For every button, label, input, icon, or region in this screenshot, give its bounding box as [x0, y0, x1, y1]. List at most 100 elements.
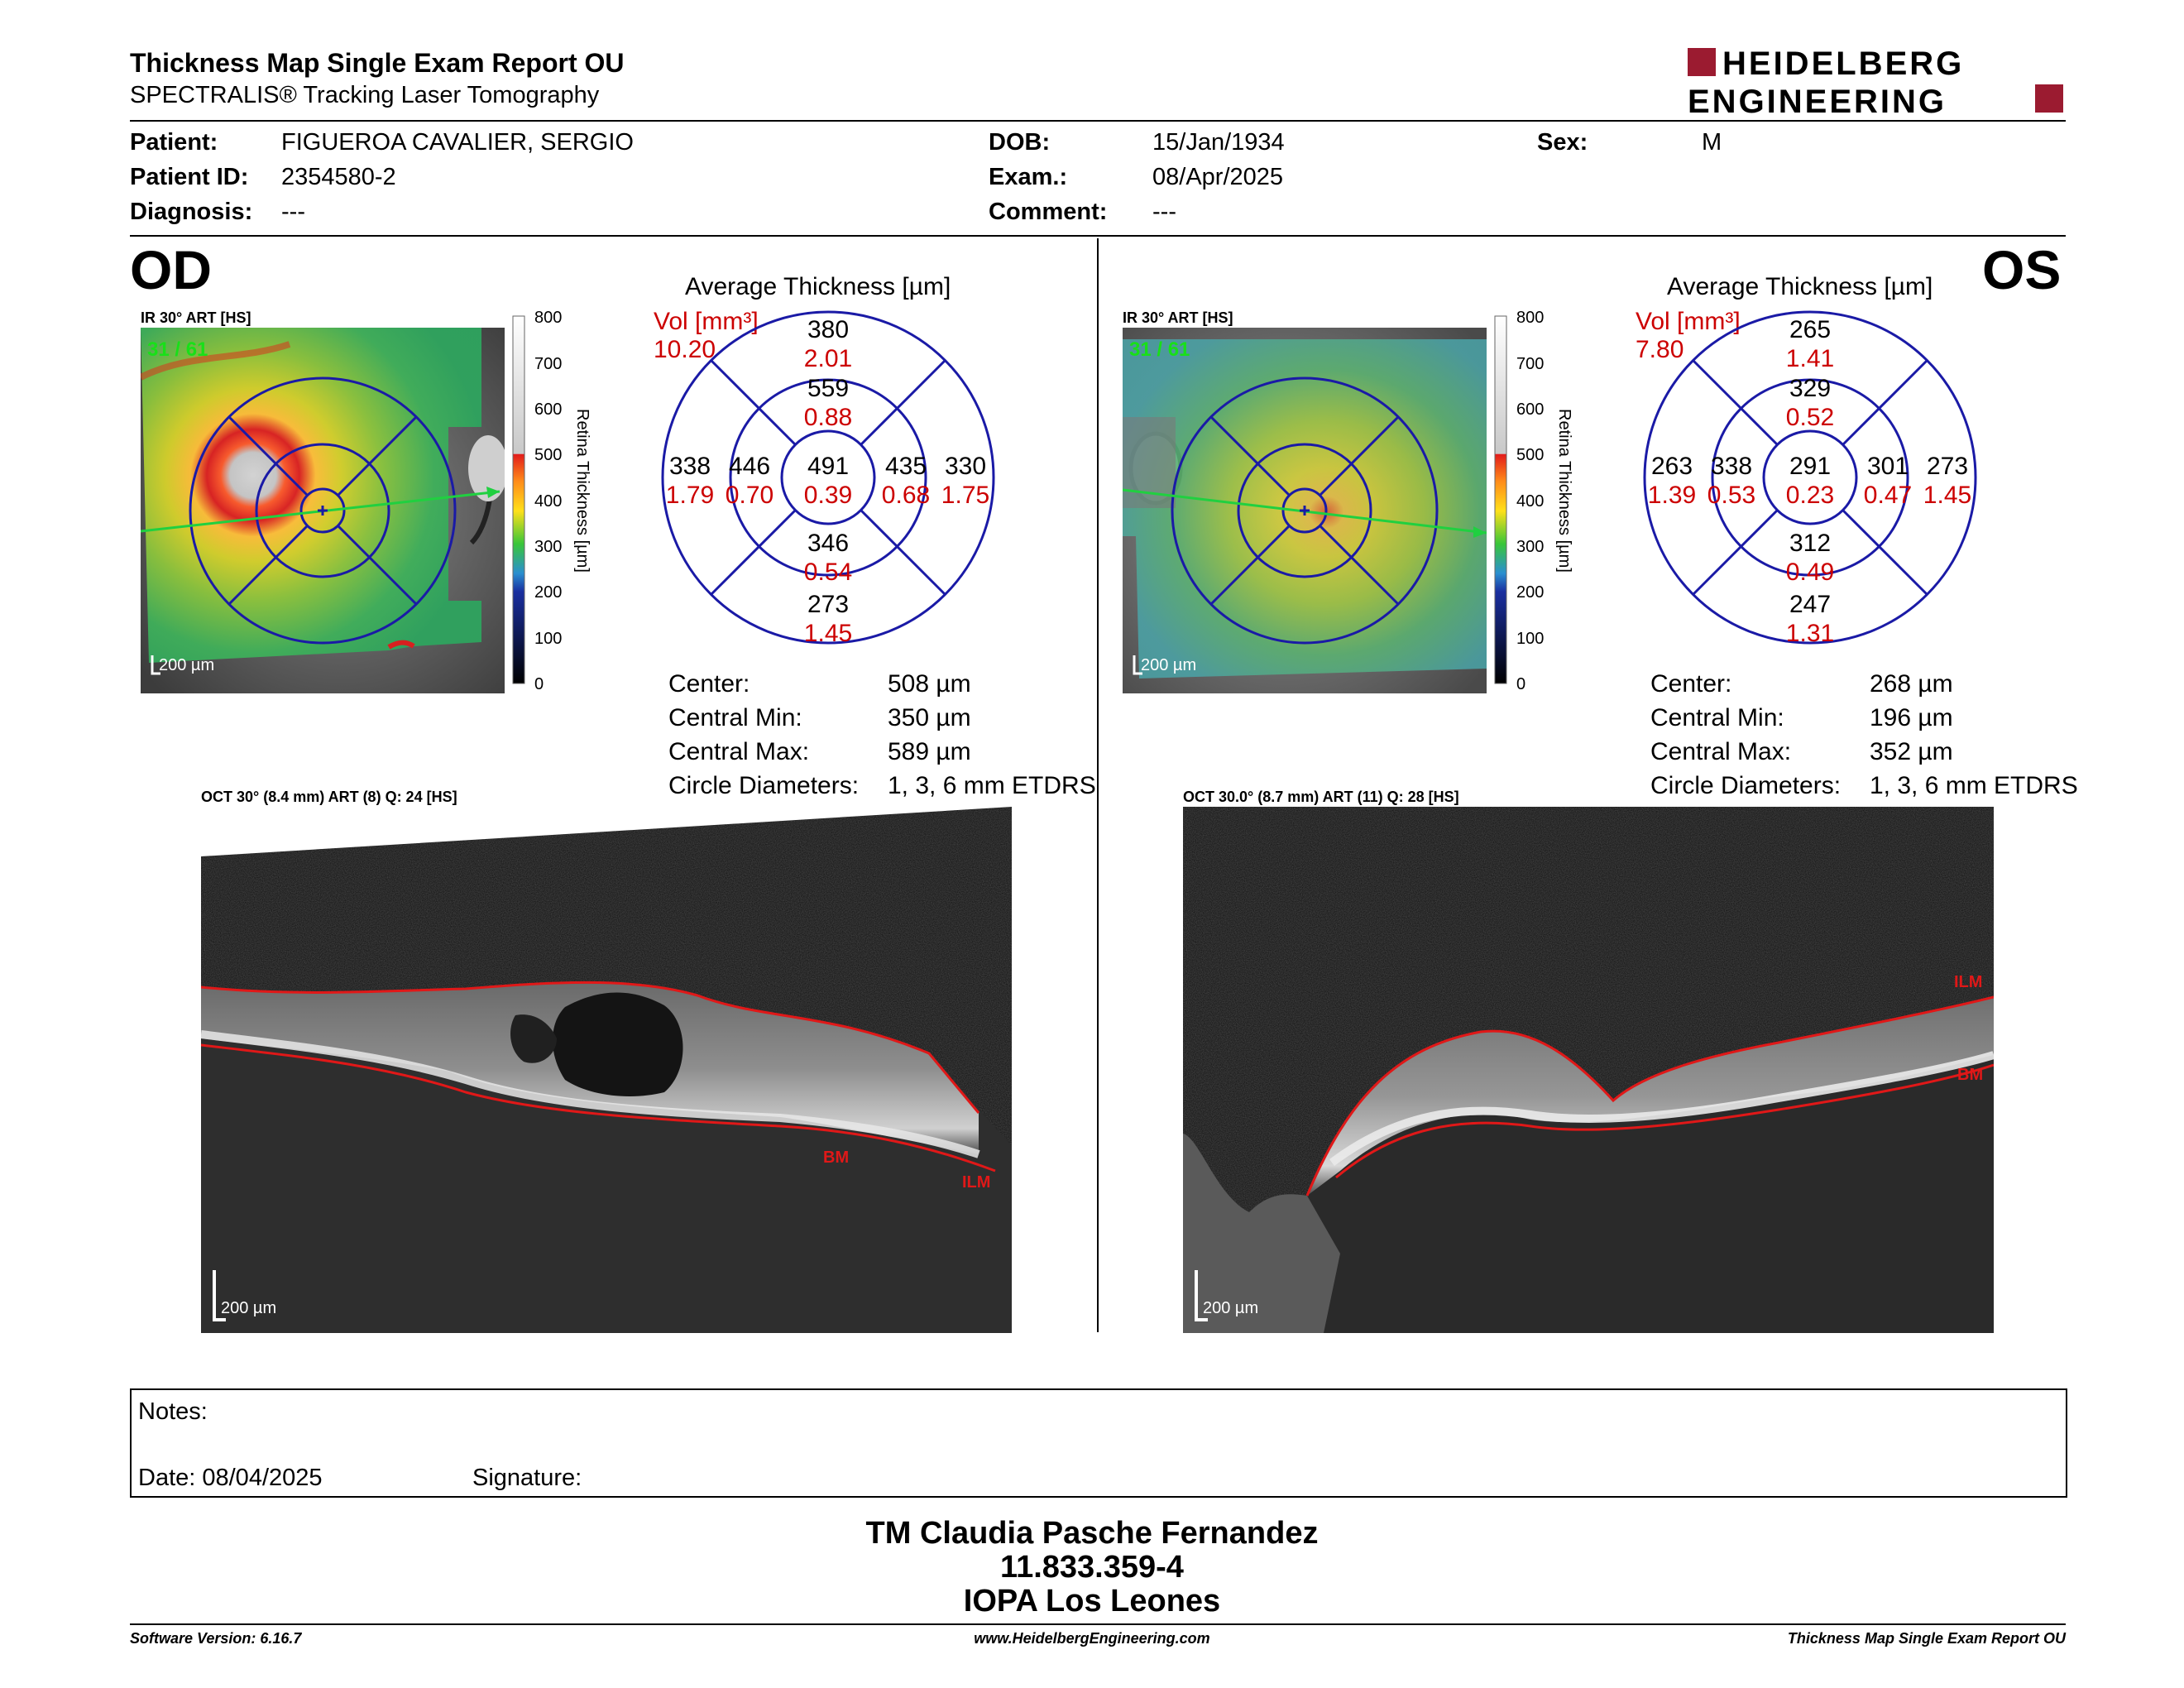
os-ir-label: IR 30° ART [HS]	[1123, 309, 1233, 326]
od-outer-left-thk: 338	[669, 453, 711, 480]
os-oct-label: OCT 30.0° (8.7 mm) ART (11) Q: 28 [HS]	[1183, 789, 1459, 805]
eye-divider	[1097, 238, 1099, 1332]
os-circle-label: Circle Diameters:	[1650, 772, 1842, 799]
od-inner-right-vol: 0.68	[882, 482, 930, 509]
os-center-value: 268 µm	[1870, 670, 1953, 698]
od-cmax-label: Central Max:	[668, 738, 810, 765]
os-outer-top-vol: 1.41	[1786, 345, 1834, 372]
od-vol-label: Vol [mm³]	[654, 308, 759, 335]
os-oct-bscan: ILM BM 200 µm	[1183, 807, 1994, 1333]
svg-text:200 µm: 200 µm	[159, 656, 214, 674]
diagnosis-label: Diagnosis:	[130, 199, 253, 225]
os-outer-top-thk: 265	[1789, 316, 1831, 343]
exam-label: Exam.:	[989, 164, 1068, 190]
os-center-vol: 0.23	[1786, 482, 1834, 509]
notes-box[interactable]: Notes: Date: 08/04/2025 Signature:	[130, 1388, 2067, 1498]
os-outer-right-thk: 273	[1927, 453, 1968, 480]
os-colorbar: 800 700 600 500 400 300 200 100 0 Retina…	[1494, 309, 1573, 693]
svg-text:100: 100	[1516, 630, 1544, 648]
signer-id: 11.833.359-4	[1000, 1550, 1184, 1585]
patient-label: Patient:	[130, 129, 218, 156]
svg-text:Retina Thickness [µm]: Retina Thickness [µm]	[573, 409, 592, 573]
patient-name: FIGUEROA CAVALIER, SERGIO	[281, 129, 634, 156]
od-thickness-map: 31 / 61 200 µm	[141, 328, 505, 693]
os-inner-bottom-vol: 0.49	[1786, 559, 1834, 586]
svg-text:800: 800	[534, 309, 562, 327]
od-eye-label: OD	[130, 239, 212, 300]
os-etdrs-grid: 265 1.41 329 0.52 263 1.39 338 0.53 291 …	[1643, 310, 1977, 645]
os-inner-bottom-thk: 312	[1789, 530, 1831, 557]
od-outer-top-thk: 380	[807, 316, 849, 343]
dob-label: DOB:	[989, 129, 1051, 156]
sex-label: Sex:	[1537, 129, 1588, 156]
os-eye-label: OS	[1982, 239, 2062, 300]
os-inner-top-vol: 0.52	[1786, 404, 1834, 431]
svg-text:600: 600	[534, 400, 562, 419]
od-outer-bottom-thk: 273	[807, 591, 849, 618]
od-center-value: 508 µm	[888, 670, 971, 698]
os-inner-top-thk: 329	[1789, 375, 1831, 402]
od-ir-label: IR 30° ART [HS]	[141, 309, 251, 326]
patient-rule	[130, 235, 2066, 237]
svg-text:ENGINEERING: ENGINEERING	[1688, 84, 1947, 116]
sex-value: M	[1702, 129, 1722, 156]
os-inner-right-vol: 0.47	[1864, 482, 1912, 509]
svg-text:BM: BM	[1957, 1066, 1983, 1084]
os-thickness-map: 31 / 61 200 µm	[1123, 328, 1487, 693]
patient-id: 2354580-2	[281, 164, 396, 190]
os-circle-value: 1, 3, 6 mm ETDRS	[1870, 772, 2078, 799]
os-center-label: Center:	[1650, 670, 1732, 698]
svg-text:700: 700	[534, 355, 562, 373]
website-link[interactable]: www.HeidelbergEngineering.com	[974, 1630, 1210, 1647]
od-cmin-value: 350 µm	[888, 704, 971, 731]
od-center-label: Center:	[668, 670, 750, 698]
os-cmax-value: 352 µm	[1870, 738, 1953, 765]
os-outer-bottom-thk: 247	[1789, 591, 1831, 618]
comment-label: Comment:	[989, 199, 1108, 225]
od-avg-title: Average Thickness [µm]	[685, 273, 951, 300]
comment-value: ---	[1152, 199, 1176, 225]
heidelberg-logo: HEIDELBERG ENGINEERING	[1688, 46, 2063, 116]
os-avg-title: Average Thickness [µm]	[1667, 273, 1933, 300]
os-vol-label: Vol [mm³]	[1636, 308, 1741, 335]
svg-text:700: 700	[1516, 355, 1544, 373]
od-oct-label: OCT 30° (8.4 mm) ART (8) Q: 24 [HS]	[201, 789, 457, 805]
svg-text:HEIDELBERG: HEIDELBERG	[1722, 46, 1964, 82]
svg-text:300: 300	[534, 538, 562, 556]
od-inner-bottom-vol: 0.54	[804, 559, 852, 586]
svg-text:31 / 61: 31 / 61	[147, 338, 208, 361]
od-inner-right-thk: 435	[885, 453, 927, 480]
od-inner-top-thk: 559	[807, 375, 849, 402]
os-inner-left-vol: 0.53	[1707, 482, 1755, 509]
os-vol-value: 7.80	[1636, 336, 1684, 363]
svg-text:800: 800	[1516, 309, 1544, 327]
os-cmax-label: Central Max:	[1650, 738, 1792, 765]
od-etdrs-grid: 380 2.01 559 0.88 338 1.79 446 0.70 491 …	[661, 310, 995, 645]
dob-value: 15/Jan/1934	[1152, 129, 1285, 156]
svg-text:ILM: ILM	[1954, 973, 1982, 991]
svg-text:400: 400	[534, 492, 562, 511]
svg-text:31 / 61: 31 / 61	[1129, 338, 1190, 361]
svg-text:300: 300	[1516, 538, 1544, 556]
diagnosis-value: ---	[281, 199, 305, 225]
od-oct-bscan: BM ILM 200 µm	[201, 807, 1012, 1333]
svg-text:100: 100	[534, 630, 562, 648]
svg-text:600: 600	[1516, 400, 1544, 419]
od-inner-left-vol: 0.70	[726, 482, 774, 509]
svg-text:ILM: ILM	[962, 1173, 990, 1192]
os-outer-left-vol: 1.39	[1648, 482, 1696, 509]
svg-text:Retina Thickness [µm]: Retina Thickness [µm]	[1555, 409, 1573, 573]
od-cmin-label: Central Min:	[668, 704, 802, 731]
svg-text:BM: BM	[823, 1149, 849, 1167]
od-inner-top-vol: 0.88	[804, 404, 852, 431]
od-inner-left-thk: 446	[729, 453, 770, 480]
signature-label: Signature:	[472, 1465, 582, 1491]
os-center-thk: 291	[1789, 453, 1831, 480]
svg-text:500: 500	[534, 446, 562, 464]
od-outer-left-vol: 1.79	[666, 482, 714, 509]
od-outer-right-vol: 1.75	[941, 482, 989, 509]
od-center-thk: 491	[807, 453, 849, 480]
signer-place: IOPA Los Leones	[963, 1584, 1221, 1618]
os-inner-right-thk: 301	[1867, 453, 1909, 480]
exam-value: 08/Apr/2025	[1152, 164, 1284, 190]
